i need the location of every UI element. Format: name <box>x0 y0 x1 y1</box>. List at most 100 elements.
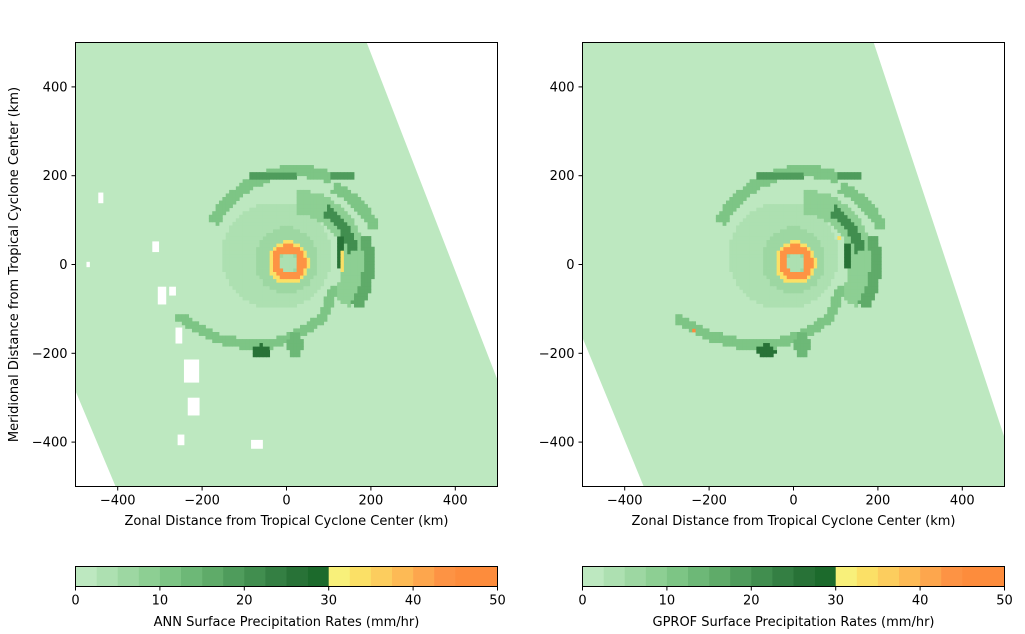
rain-cell <box>259 239 264 244</box>
rain-cell <box>225 239 230 244</box>
rain-cell <box>310 175 314 180</box>
rain-cell <box>823 218 828 223</box>
rain-cell <box>364 236 368 241</box>
rain-cell <box>235 260 240 265</box>
rain-cell <box>749 339 754 344</box>
rain-cell <box>293 172 298 177</box>
rain-cell <box>300 221 304 226</box>
rain-cell <box>273 239 277 244</box>
rain-cell <box>245 271 250 276</box>
rain-cell <box>235 268 240 272</box>
rain-cell <box>763 289 767 294</box>
rain-cell <box>692 324 696 329</box>
rain-cell <box>719 218 724 223</box>
rain-cell <box>293 353 298 358</box>
rain-cell <box>310 268 314 272</box>
rain-cell <box>333 189 338 194</box>
rain-cell <box>195 324 200 329</box>
rain-cell <box>817 260 821 265</box>
rain-cell <box>759 225 764 230</box>
rain-cell <box>232 278 237 283</box>
rain-cell <box>803 342 808 347</box>
rain-cell <box>803 278 808 283</box>
rain-cell <box>820 214 825 219</box>
rain-cell <box>867 264 872 269</box>
rain-cell <box>232 232 237 237</box>
rain-cell <box>306 324 311 329</box>
rain-cell <box>337 285 341 290</box>
rain-cell <box>800 211 805 216</box>
colorbar-segment <box>856 566 879 587</box>
rain-cell <box>877 214 882 219</box>
rain-cell <box>337 239 341 244</box>
rain-cell <box>337 264 341 269</box>
rain-cell <box>864 207 869 212</box>
rain-cell <box>813 236 818 241</box>
rain-cell <box>810 271 815 276</box>
rain-cell <box>360 253 365 258</box>
rain-cell <box>823 260 828 265</box>
rain-cell <box>830 214 835 219</box>
rain-cell <box>235 225 240 230</box>
rain-cell <box>245 236 250 241</box>
rain-cell <box>766 339 771 344</box>
rain-cell <box>303 193 308 198</box>
rain-cell <box>286 232 291 237</box>
colorbar-tick-label: 40 <box>912 594 929 609</box>
rain-cell <box>793 260 798 265</box>
rain-cell <box>181 314 186 319</box>
rain-cell <box>310 260 314 265</box>
rain-cell <box>327 175 331 180</box>
rain-cell <box>222 200 227 205</box>
rain-cell <box>857 225 862 230</box>
rain-cell <box>871 289 875 294</box>
rain-cell <box>729 257 734 262</box>
rain-cell <box>330 211 335 216</box>
rain-cell <box>823 250 828 255</box>
rain-cell <box>340 257 345 262</box>
rain-cell <box>800 346 805 351</box>
rain-cell <box>245 189 250 194</box>
rain-cell <box>300 197 304 201</box>
rain-cell <box>867 282 872 287</box>
missing-data-gap <box>98 192 104 204</box>
rain-cell <box>286 260 291 265</box>
rain-cell <box>289 175 294 180</box>
rain-cell <box>303 292 308 297</box>
rain-cell <box>239 239 244 244</box>
rain-cell <box>283 243 287 248</box>
rain-cell <box>347 239 352 244</box>
rain-cell <box>786 303 791 308</box>
rain-cell <box>262 300 267 304</box>
rain-cell <box>303 225 308 230</box>
rain-cell <box>854 260 859 265</box>
rain-cell <box>327 303 331 308</box>
rain-cell <box>807 228 811 233</box>
rain-cell <box>205 328 210 333</box>
rain-cell <box>780 257 784 262</box>
rain-cell <box>796 239 801 244</box>
rain-cell <box>313 221 318 226</box>
rain-cell <box>364 268 368 272</box>
rain-cell <box>249 296 254 301</box>
rain-cell <box>364 211 368 216</box>
rain-cell <box>844 221 848 226</box>
rain-cell <box>320 172 325 177</box>
rain-cell <box>303 197 308 201</box>
rain-cell <box>810 228 815 233</box>
rain-cell <box>773 275 778 280</box>
rain-cell <box>857 257 862 262</box>
rain-cell <box>222 257 227 262</box>
rain-cell <box>813 289 818 294</box>
colorbar-gprof: 0 10 20 30 40 50 <box>578 566 1013 609</box>
rain-cell <box>296 328 301 333</box>
rain-cell <box>286 243 291 248</box>
rain-cell <box>736 246 740 251</box>
rain-cell <box>830 317 835 322</box>
rain-cell <box>283 225 287 230</box>
rain-cell <box>823 243 828 248</box>
rain-cell <box>786 228 791 233</box>
rain-cell <box>256 221 260 226</box>
rain-cell <box>293 339 298 344</box>
rain-cell <box>306 239 311 244</box>
